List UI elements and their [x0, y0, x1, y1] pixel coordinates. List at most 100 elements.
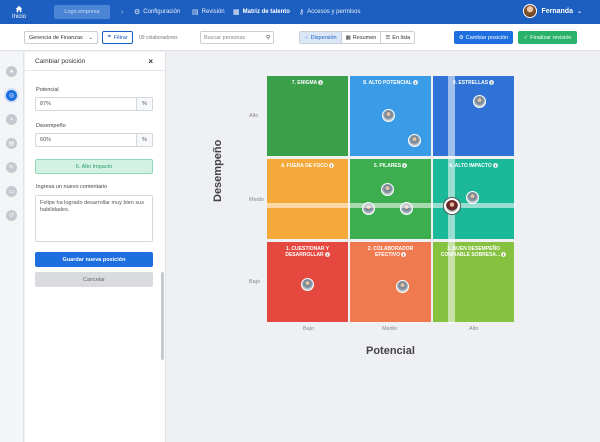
percent-unit: % [136, 98, 152, 110]
user-menu[interactable]: Fernanda ⌄ [523, 4, 582, 18]
user-icon[interactable]: ● [6, 66, 17, 77]
doc-icon: ▤ [192, 9, 199, 16]
info-icon[interactable]: i [489, 80, 495, 86]
nav-label: Configuración [143, 9, 181, 15]
edit-icon[interactable]: ✎ [6, 162, 17, 173]
chat-icon[interactable]: ▪ [6, 114, 17, 125]
info-icon[interactable]: i [324, 252, 330, 258]
cancel-button[interactable]: Cancelar [35, 272, 153, 287]
search-input[interactable]: Buscar personas ⚲ [200, 31, 274, 44]
avatar [523, 4, 538, 18]
cell-title: 6. ALTO IMPACTO [449, 163, 492, 169]
x-axis-label: Potencial [366, 345, 415, 357]
person-avatar[interactable] [396, 280, 409, 293]
potential-field[interactable]: 87% % [35, 97, 153, 111]
change-position-button[interactable]: ⚙ Cambiar posición [454, 31, 513, 44]
info-icon[interactable]: i [492, 163, 498, 169]
cell-fuera-de-foco[interactable]: 4. FUERA DE FOCO i [267, 159, 348, 239]
area-select[interactable]: Gerencia de Finanzas ⌄ [24, 31, 98, 44]
view-en-lista[interactable]: ☰ En lista [381, 32, 415, 43]
target-icon[interactable]: ◎ [6, 90, 17, 101]
top-bar: Inicio Logo empresa › ⚙ Configuración ▤ … [0, 0, 600, 24]
cell-title: 9. ESTRELLAS [452, 80, 489, 86]
row-label-high: Alto [249, 113, 259, 119]
info-icon[interactable]: i [318, 80, 324, 86]
cell-alto-potencial[interactable]: 8. ALTO POTENCIAL i [350, 76, 431, 156]
nav-label: Accesos y permisos [307, 9, 361, 15]
chevron-down-icon: ⌄ [88, 34, 93, 41]
col-label-low: Bajo [303, 326, 315, 332]
nav-configuracion[interactable]: ⚙ Configuración [134, 0, 180, 24]
nav-matriz-de-talento[interactable]: ▦ Matriz de talento [233, 0, 290, 24]
cell-title: 4. FUERA DE FOCO [281, 163, 328, 169]
filter-button[interactable]: ⏷ Filtrar [102, 31, 133, 44]
finish-review-button[interactable]: ✓ Finalizar revisión [518, 31, 577, 44]
info-icon[interactable]: i [401, 252, 406, 258]
cell-title: 7. ENIGMA [291, 80, 318, 86]
performance-field[interactable]: 60% % [35, 133, 153, 147]
row-label-low: Bajo [249, 279, 261, 285]
nav-revision[interactable]: ▤ Revisión [192, 0, 225, 24]
cell-title: 2. COLABORADOR EFECTIVO [367, 246, 414, 259]
person-avatar[interactable] [473, 95, 486, 108]
nav-label: Matriz de talento [242, 9, 290, 15]
scatter-icon: ⁘ [304, 34, 309, 41]
cell-cuestionar-y-desarrollar[interactable]: 1. CUESTIONAR Y DESARROLLAR i [267, 242, 348, 322]
home-button[interactable]: Inicio [0, 0, 38, 24]
check-icon: ✓ [523, 34, 529, 41]
filter-icon: ⏷ [107, 34, 112, 40]
percent-unit: % [136, 134, 152, 146]
performance-label: Desempeño [36, 123, 66, 129]
collaborators-count: 09 colaboradores [139, 35, 178, 41]
view-label: En lista [392, 34, 411, 41]
person-avatar[interactable] [382, 109, 395, 122]
panel-scrollbar[interactable] [161, 272, 164, 360]
person-avatar[interactable] [408, 134, 421, 147]
history-icon[interactable]: ↺ [6, 210, 17, 221]
person-avatar[interactable] [301, 278, 314, 291]
crosshair-horizontal [267, 203, 515, 208]
cell-title: 3. BUEN DESEMPEÑO CONFIABLE SOBRESA... [440, 246, 501, 259]
grid-icon: ▦ [233, 9, 240, 16]
view-switcher: ⁘ Dispersión ▦ Resumen ☰ En lista [299, 31, 416, 44]
home-label: Inicio [11, 13, 26, 20]
document-icon[interactable]: ▤ [6, 138, 17, 149]
view-dispersion[interactable]: ⁘ Dispersión [300, 32, 342, 43]
person-avatar[interactable] [381, 183, 394, 196]
chevron-down-icon: ⌄ [576, 8, 582, 15]
comment-textarea[interactable]: Felipe ha logrado desarrollar muy bien s… [35, 195, 153, 242]
performance-value: 60% [40, 137, 52, 143]
change-position-panel: Cambiar posición × Potencial 87% % Desem… [25, 52, 166, 442]
potential-value: 87% [40, 101, 52, 107]
panel-header: Cambiar posición × [25, 52, 165, 71]
nine-box-grid: 7. ENIGMA i 8. ALTO POTENCIAL i 9. ESTRELL… [267, 76, 515, 324]
search-icon: ⚲ [265, 34, 270, 41]
gear-icon: ⚙ [458, 34, 464, 41]
icon-rail: ● ◎ ▪ ▤ ✎ ▭ ↺ [0, 52, 24, 442]
col-label-high: Alto [469, 326, 479, 332]
gear-icon: ⚙ [134, 9, 141, 16]
cell-colaborador-efectivo[interactable]: 2. COLABORADOR EFECTIVO i [350, 242, 431, 322]
save-position-button[interactable]: Guardar nueva posición [35, 252, 153, 267]
company-logo: Logo empresa [54, 5, 110, 19]
comment-label: Ingresa un nuevo comentario [36, 184, 108, 190]
key-icon: ⚷ [299, 9, 305, 16]
potential-label: Potencial [36, 87, 59, 93]
view-label: Resumen [352, 34, 377, 41]
home-icon [15, 5, 23, 12]
view-resumen[interactable]: ▦ Resumen [341, 32, 382, 43]
nav-accesos-y-permisos[interactable]: ⚷ Accesos y permisos [299, 0, 361, 24]
info-icon[interactable]: i [328, 163, 334, 169]
cell-pilares[interactable]: 5. PILARES i [350, 159, 431, 239]
file-icon[interactable]: ▭ [6, 186, 17, 197]
cell-estrellas[interactable]: 9. ESTRELLAS i [433, 76, 514, 156]
cell-buen-desempeno[interactable]: 3. BUEN DESEMPEÑO CONFIABLE SOBRESA... i [433, 242, 514, 322]
info-icon[interactable]: i [501, 252, 507, 258]
close-icon[interactable]: × [148, 56, 153, 66]
cell-alto-impacto[interactable]: 6. ALTO IMPACTO i [433, 159, 514, 239]
selected-person-avatar[interactable] [444, 198, 460, 214]
area-select-value: Gerencia de Finanzas [29, 34, 83, 41]
info-icon[interactable]: i [412, 80, 418, 86]
info-icon[interactable]: i [402, 163, 408, 169]
cell-enigma[interactable]: 7. ENIGMA i [267, 76, 348, 156]
